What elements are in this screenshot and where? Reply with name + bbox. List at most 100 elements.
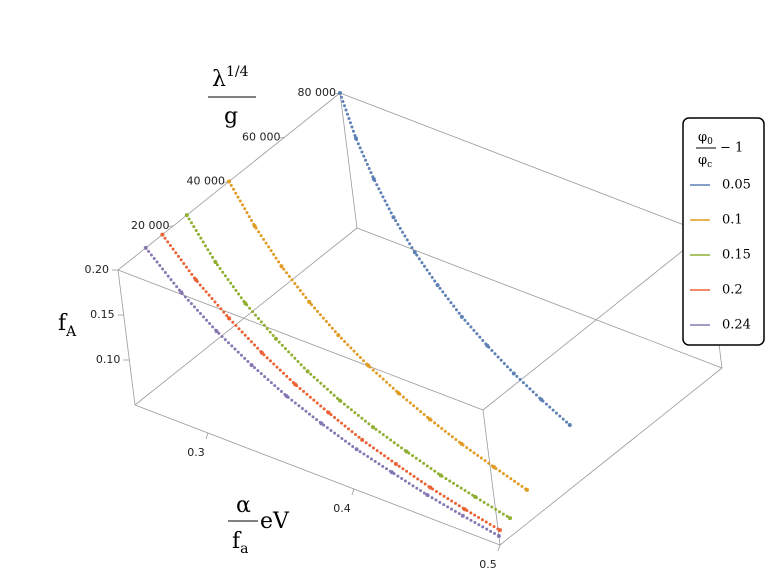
point	[491, 465, 496, 470]
legend-title-den-sub: c	[707, 160, 712, 170]
box-edge	[482, 232, 706, 411]
point	[273, 336, 278, 341]
point	[252, 223, 257, 228]
point	[284, 394, 289, 399]
point	[427, 417, 432, 422]
point	[412, 250, 417, 255]
box-edge	[339, 92, 706, 234]
z-tick-label: 0.10	[96, 353, 121, 366]
point	[338, 91, 342, 95]
legend-title-num: φ0	[698, 130, 713, 147]
box-edge	[117, 269, 136, 406]
point	[338, 398, 343, 403]
legend-title-den-base: φ	[698, 153, 707, 168]
x-label-den-base: f	[232, 529, 242, 554]
point	[360, 437, 365, 442]
point	[160, 232, 165, 237]
point	[508, 516, 513, 521]
point	[485, 343, 490, 348]
point	[366, 363, 371, 368]
box-edge	[134, 227, 358, 406]
legend-label: 0.05	[722, 178, 751, 193]
x-tick	[497, 544, 501, 552]
box-edge	[356, 227, 723, 369]
z-label: fA	[58, 311, 77, 340]
point	[459, 441, 464, 446]
point	[511, 371, 516, 376]
box-edge	[134, 404, 501, 546]
point	[319, 421, 324, 426]
z-tick-label: 0.20	[85, 263, 110, 276]
point	[539, 397, 544, 402]
legend-title-num-base: φ	[698, 130, 707, 145]
point	[227, 179, 231, 184]
point	[307, 300, 312, 305]
point	[438, 473, 443, 478]
x-tick-label: 0.4	[333, 502, 351, 515]
point	[279, 264, 284, 269]
y-label-sup: 1/4	[226, 64, 249, 80]
x-tick	[351, 488, 355, 496]
x-tick	[205, 432, 209, 440]
plot-box: 0.3 0.4 0.5 20 000 40 000 60 000 80 000 0.10 0.1…	[85, 86, 723, 571]
y-tick	[167, 225, 174, 228]
point	[425, 492, 430, 497]
x-label-den: fa	[232, 529, 249, 557]
point	[473, 494, 478, 499]
point	[336, 333, 341, 338]
point	[393, 461, 398, 466]
y-label-base: λ	[212, 67, 226, 92]
point	[226, 316, 231, 321]
point	[179, 290, 184, 295]
y-label-den: g	[224, 104, 238, 129]
legend: φ0 φc − 1 0.050.10.150.20.24	[682, 117, 765, 346]
x-tick-label: 0.5	[479, 558, 497, 571]
z-label-base: f	[58, 311, 68, 336]
legend-box	[682, 117, 765, 346]
point	[428, 485, 433, 490]
point	[353, 136, 358, 141]
point	[462, 507, 467, 512]
point	[243, 301, 248, 306]
y-tick-label: 60 000	[242, 130, 281, 143]
z-tick-label: 0.15	[90, 308, 115, 321]
y-tick-label: 40 000	[187, 175, 226, 188]
legend-label: 0.24	[722, 318, 751, 333]
y-label: λ1/4	[212, 64, 249, 92]
point	[496, 534, 501, 538]
series-dots	[338, 91, 572, 427]
point	[259, 350, 264, 355]
legend-title-den: φc	[698, 153, 712, 170]
point	[435, 283, 440, 288]
box-edge	[499, 367, 723, 546]
point	[459, 314, 464, 319]
x-label-num: α	[236, 493, 251, 518]
legend-title-num-sub: 0	[707, 137, 713, 147]
point	[391, 215, 396, 220]
x-label-unit: eV	[260, 509, 290, 534]
y-tick	[278, 136, 285, 139]
plot-points	[143, 91, 572, 538]
legend-label: 0.1	[722, 213, 743, 228]
series-dots	[160, 233, 502, 532]
legend-label: 0.2	[722, 283, 743, 298]
box-edge	[482, 409, 501, 546]
point	[214, 329, 219, 334]
x-tick-label: 0.3	[187, 446, 205, 459]
box-edge	[339, 92, 358, 229]
series-dots	[185, 213, 512, 520]
point	[524, 487, 529, 492]
y-tick-label: 80 000	[298, 86, 337, 99]
point	[213, 260, 218, 265]
point	[326, 410, 331, 415]
legend-label: 0.15	[722, 248, 751, 263]
point	[184, 213, 189, 218]
point	[293, 382, 298, 387]
point	[567, 422, 572, 427]
point	[249, 363, 254, 368]
z-label-sub: A	[65, 324, 77, 340]
legend-title-rest: − 1	[720, 141, 743, 156]
box-edge	[117, 269, 484, 411]
point	[389, 470, 394, 475]
